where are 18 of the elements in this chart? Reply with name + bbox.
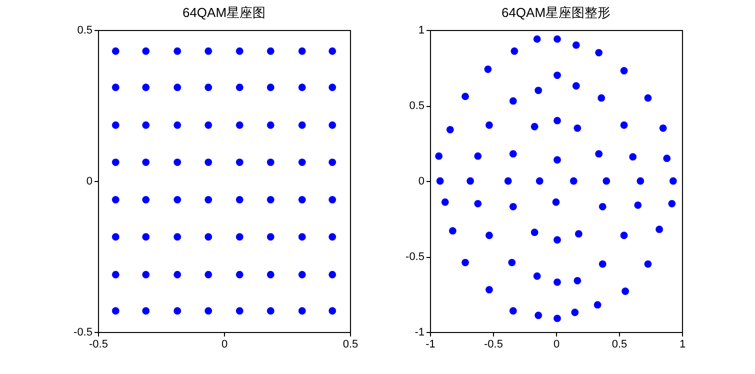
y-tick-label: 1 [418, 24, 424, 36]
y-tick-label: -0.5 [74, 326, 92, 338]
x-tick-label: -1 [426, 338, 436, 350]
x-tick-label: -0.5 [484, 338, 503, 350]
x-tick-label: 1 [679, 338, 686, 350]
x-tick-label: 0.5 [612, 338, 628, 350]
y-tick-label: 0 [86, 176, 92, 188]
y-tick-label: -0.5 [406, 251, 424, 263]
y-tick-label: 0.5 [409, 100, 424, 112]
chart-title: 64QAM星座图 [182, 5, 266, 20]
y-tick-label: 0 [418, 176, 424, 188]
chart-title: 64QAM星座图整形 [501, 5, 611, 20]
x-tick-label: 0.5 [342, 338, 358, 350]
x-tick-label: -0.5 [89, 338, 108, 350]
y-tick-label: -1 [414, 326, 424, 338]
x-tick-label: 0 [553, 338, 560, 350]
y-tick-label: 0.5 [77, 24, 92, 36]
x-tick-label: 0 [221, 338, 228, 350]
